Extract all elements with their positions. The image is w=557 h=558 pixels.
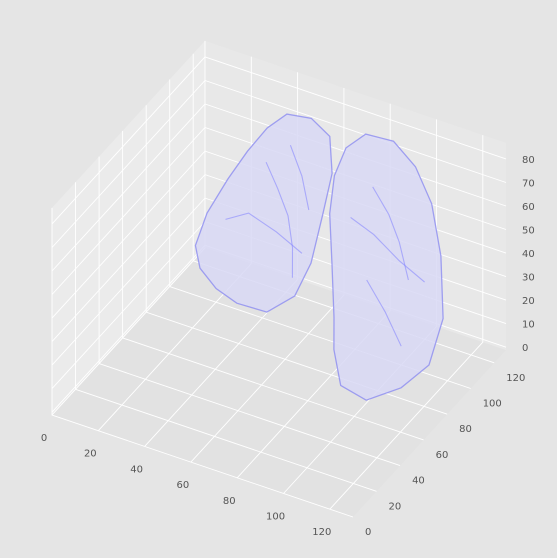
- y-tick-label: 40: [412, 476, 425, 487]
- left-lung-mesh-fissure: [225, 212, 303, 254]
- x-tick-label: 100: [266, 511, 285, 522]
- y-tick-label: 20: [389, 501, 402, 512]
- y-grid-line: [51, 207, 354, 518]
- x-tick-label: 20: [84, 449, 97, 460]
- z-tick-label: 70: [522, 178, 535, 189]
- z-tick-label: 20: [522, 296, 535, 307]
- z-tick-label: 10: [522, 320, 535, 331]
- x-grid-line: [329, 135, 484, 510]
- right-lung-mesh-fissure: [366, 279, 402, 347]
- left-lung-mesh-fissure: [289, 145, 310, 211]
- right-lung-mesh-fissure: [372, 186, 409, 281]
- x-tick-label: 0: [41, 433, 47, 444]
- left-lung-mesh-fissure: [265, 161, 294, 278]
- x-tick-label: 120: [312, 527, 331, 538]
- y-grid-line: [98, 156, 401, 467]
- z-tick-label: 40: [522, 249, 535, 260]
- right-lung-mesh: [329, 133, 444, 401]
- z-grid-line: [51, 56, 507, 225]
- left-lung-mesh: [194, 113, 333, 313]
- right-lung-mesh-fissure: [350, 216, 425, 283]
- x-tick-label: 80: [223, 496, 236, 507]
- z-tick-label: 50: [522, 226, 535, 237]
- y-tick-label: 0: [365, 527, 371, 538]
- left-pane: [52, 40, 205, 416]
- y-tick-label: 80: [459, 424, 472, 435]
- x-tick-label: 40: [130, 464, 143, 475]
- z-tick-label: 80: [522, 155, 535, 166]
- z-tick-label: 30: [522, 273, 535, 284]
- tick-labels: 0 20 40 60 80 100 120 0 20 40 60 80 100 120 0 10 20 30 40 5…: [41, 155, 535, 538]
- y-tick-label: 60: [436, 450, 449, 461]
- y-grid-line: [122, 130, 424, 441]
- z-grid-line: [51, 79, 507, 248]
- z-tick-label: 60: [522, 202, 535, 213]
- z-tick-label: 0: [522, 343, 528, 354]
- y-tick-label: 120: [506, 373, 525, 384]
- y-grid-line: [75, 182, 377, 492]
- y-tick-label: 100: [483, 399, 502, 410]
- right-lung-mesh-surface: [329, 133, 444, 401]
- left-lung-mesh-surface: [194, 113, 333, 313]
- x-tick-label: 60: [177, 480, 190, 491]
- lung-mesh: [194, 113, 444, 401]
